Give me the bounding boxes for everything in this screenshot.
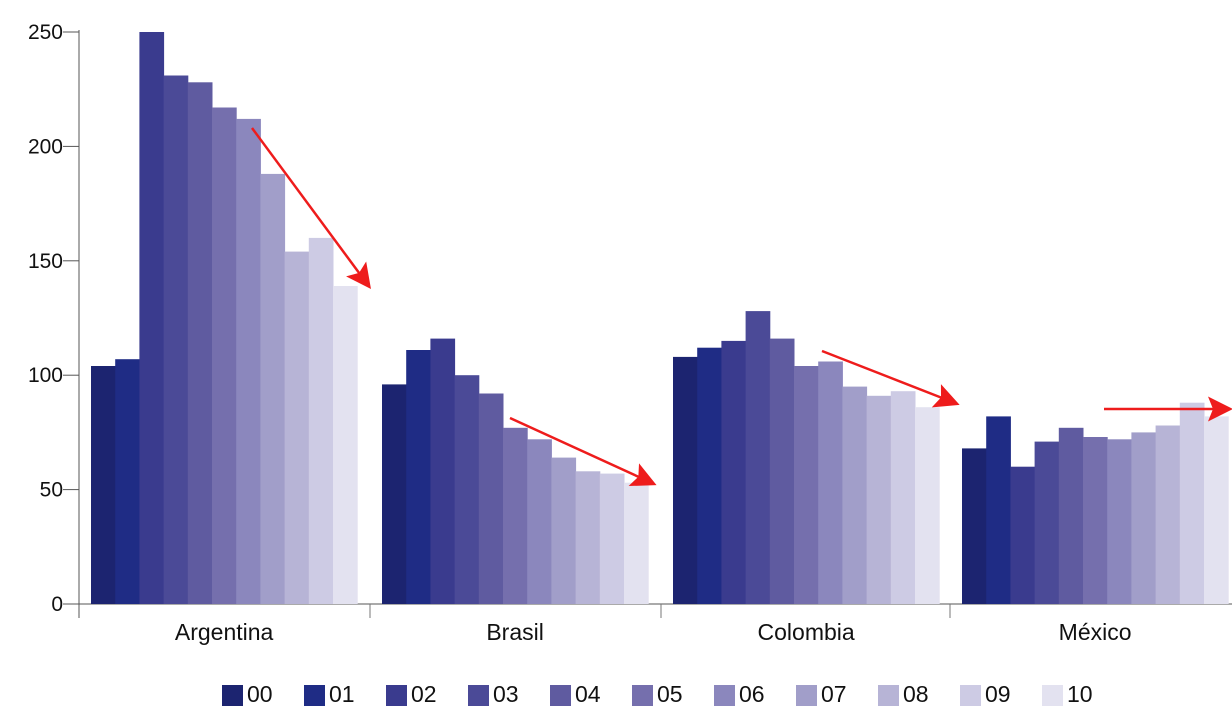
legend-swatch bbox=[714, 685, 735, 706]
y-tick-label: 200 bbox=[28, 135, 63, 158]
bar bbox=[478, 393, 504, 604]
legend-label: 03 bbox=[493, 681, 519, 707]
bar bbox=[673, 356, 698, 604]
bar bbox=[187, 82, 213, 605]
bar bbox=[236, 118, 261, 605]
bar bbox=[986, 416, 1011, 604]
bar bbox=[503, 427, 528, 604]
bar bbox=[454, 375, 480, 604]
legend-label: 09 bbox=[985, 681, 1011, 707]
bar bbox=[284, 251, 310, 604]
bar bbox=[915, 407, 940, 604]
legend-swatch bbox=[550, 685, 571, 706]
trend-arrow bbox=[250, 127, 371, 290]
bar bbox=[333, 286, 358, 604]
bar bbox=[842, 386, 868, 604]
bar bbox=[818, 361, 843, 604]
bar bbox=[406, 350, 431, 604]
y-tick-label: 100 bbox=[28, 364, 63, 387]
bar bbox=[115, 359, 140, 604]
legend-swatch bbox=[386, 685, 407, 706]
legend-label: 02 bbox=[411, 681, 437, 707]
x-tick-label: Argentina bbox=[175, 619, 274, 645]
x-tick-label: México bbox=[1059, 619, 1132, 645]
bar bbox=[1083, 437, 1108, 604]
x-tick-label: Brasil bbox=[486, 619, 544, 645]
bar bbox=[212, 107, 237, 604]
y-tick-label: 150 bbox=[28, 250, 63, 273]
bar bbox=[769, 338, 795, 604]
bar bbox=[866, 395, 892, 604]
bar bbox=[139, 32, 165, 604]
bar bbox=[91, 366, 116, 604]
trend-arrows bbox=[250, 127, 1232, 487]
trend-arrow bbox=[821, 349, 960, 408]
bar bbox=[1204, 416, 1229, 604]
bar bbox=[1179, 402, 1205, 604]
y-tick-label: 50 bbox=[40, 479, 63, 502]
trend-arrow bbox=[509, 416, 657, 487]
bars bbox=[91, 32, 1229, 605]
bar bbox=[1131, 432, 1157, 604]
legend-label: 04 bbox=[575, 681, 601, 707]
bar bbox=[1058, 427, 1084, 604]
bar bbox=[624, 482, 649, 604]
bar bbox=[599, 473, 625, 604]
bar bbox=[527, 439, 552, 604]
x-tick-label: Colombia bbox=[758, 619, 855, 645]
legend-label: 07 bbox=[821, 681, 847, 707]
bar bbox=[890, 391, 916, 604]
legend-label: 01 bbox=[329, 681, 355, 707]
bar bbox=[430, 338, 456, 604]
legend-swatch bbox=[304, 685, 325, 706]
axis-labels: 0 50 100 150 200 250 Argentina Brasil Colombia Mé… bbox=[28, 21, 1132, 645]
legend-label: 10 bbox=[1067, 681, 1093, 707]
legend-label: 05 bbox=[657, 681, 683, 707]
legend-swatch bbox=[632, 685, 653, 706]
y-tick-label: 250 bbox=[28, 21, 63, 44]
bar bbox=[1107, 439, 1132, 604]
bar bbox=[721, 340, 747, 604]
bar bbox=[1034, 441, 1060, 604]
legend-label: 00 bbox=[247, 681, 273, 707]
bar bbox=[745, 311, 771, 604]
bar bbox=[794, 366, 819, 604]
legend-swatch bbox=[1042, 685, 1063, 706]
bar bbox=[551, 457, 577, 604]
bar bbox=[382, 384, 407, 604]
legend-label: 06 bbox=[739, 681, 765, 707]
bar bbox=[260, 173, 286, 604]
y-tick-label: 0 bbox=[51, 593, 63, 616]
legend-swatch bbox=[222, 685, 243, 706]
bar bbox=[308, 237, 334, 604]
bar bbox=[163, 75, 189, 604]
bar bbox=[962, 448, 987, 604]
legend-swatch bbox=[468, 685, 489, 706]
legend-swatch bbox=[960, 685, 981, 706]
bar bbox=[1155, 425, 1181, 604]
legend-swatch bbox=[878, 685, 899, 706]
legend-label: 08 bbox=[903, 681, 929, 707]
legend-swatch bbox=[796, 685, 817, 706]
bar bbox=[1010, 466, 1036, 604]
bar bbox=[575, 471, 601, 604]
bar bbox=[697, 347, 722, 604]
legend: 00 01 02 03 04 05 06 07 08 09 10 bbox=[222, 681, 1093, 707]
